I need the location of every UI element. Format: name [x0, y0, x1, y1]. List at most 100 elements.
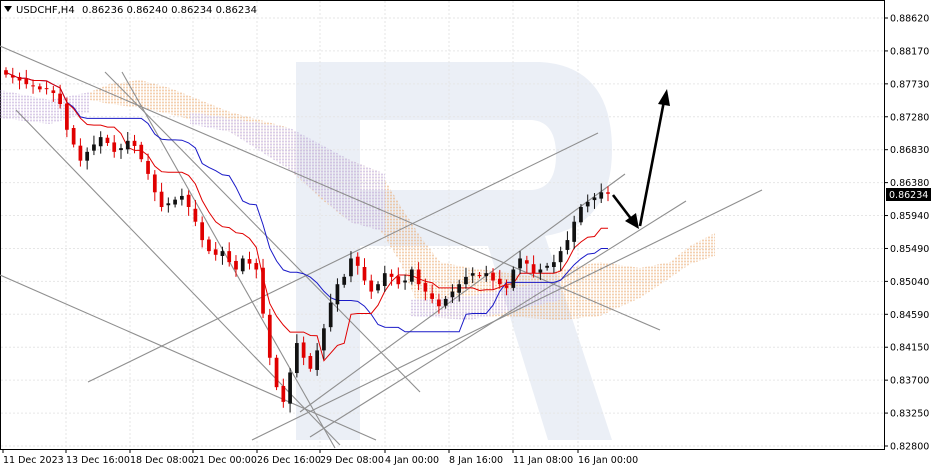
- symbol-label: USDCHF,H4: [16, 5, 75, 16]
- candle: [362, 258, 367, 285]
- candle-body: [511, 269, 516, 288]
- candle-body: [504, 285, 509, 288]
- plot-area: [0, 0, 885, 450]
- candle-body: [78, 145, 83, 161]
- candle-body: [342, 276, 347, 285]
- chart-header: USDCHF,H4 0.86236 0.86240 0.86234 0.8623…: [4, 5, 257, 16]
- candle: [552, 254, 556, 273]
- y-tick-label: 0.85490: [890, 244, 929, 255]
- candle: [396, 267, 401, 289]
- candle-body: [105, 137, 110, 144]
- candle-body: [220, 251, 225, 256]
- candle-body: [423, 283, 428, 292]
- candle: [139, 141, 144, 163]
- candle: [105, 134, 110, 146]
- candle-body: [403, 280, 407, 283]
- cloud-area-bearish: [410, 282, 560, 320]
- candle-body: [267, 314, 272, 358]
- candle: [247, 251, 252, 270]
- ohlc-values: 0.86236 0.86240 0.86234 0.86234: [82, 5, 257, 16]
- candles: [4, 67, 610, 413]
- candle-body: [355, 256, 360, 266]
- y-tick-label: 0.86380: [890, 178, 929, 189]
- tenkan-line: [5, 71, 608, 362]
- candle: [504, 279, 509, 296]
- candle-body: [558, 251, 563, 263]
- x-tick-label: 29 Dec 08:00: [320, 455, 384, 466]
- candle-body: [159, 191, 164, 207]
- candle-body: [193, 208, 198, 222]
- trendline: [299, 173, 626, 413]
- candle-body: [17, 76, 22, 81]
- candle: [464, 268, 468, 289]
- x-tick-label: 4 Jan 00:00: [385, 455, 439, 466]
- watermark-logo: [296, 62, 612, 440]
- candle-body: [565, 240, 570, 250]
- candle: [531, 255, 536, 278]
- candle: [606, 186, 610, 202]
- candle-body: [234, 260, 238, 270]
- candle-body: [545, 265, 549, 268]
- candle-body: [139, 144, 144, 160]
- candle: [193, 199, 198, 227]
- candle: [545, 262, 549, 271]
- trendline: [251, 189, 763, 441]
- x-tick-label: 18 Dec 08:00: [130, 455, 194, 466]
- candle: [369, 274, 374, 299]
- candle: [579, 204, 583, 226]
- candle-body: [85, 151, 90, 161]
- trendline: [104, 71, 421, 393]
- x-tick-label: 13 Dec 16:00: [66, 455, 130, 466]
- grid: [1, 1, 884, 449]
- candle: [457, 279, 462, 302]
- candle: [511, 266, 516, 291]
- candle: [322, 323, 326, 360]
- candle: [477, 272, 482, 279]
- last-price-label: 0.86234: [889, 190, 928, 201]
- x-tick-label: 21 Dec 00:00: [193, 455, 257, 466]
- x-tick-label: 11 Dec 2023: [3, 455, 64, 466]
- candle: [261, 258, 265, 319]
- y-tick-label: 0.85040: [890, 277, 929, 288]
- candle: [470, 267, 475, 284]
- dropdown-triangle-icon[interactable]: [4, 6, 12, 12]
- cloud-area-bearish: [190, 112, 385, 232]
- kijun-line: [5, 71, 608, 333]
- x-tick-label: 11 Jan 08:00: [513, 455, 573, 466]
- y-tick-label: 0.83700: [890, 376, 929, 387]
- candle-body: [200, 222, 205, 241]
- candle: [409, 266, 414, 285]
- candle-body: [328, 302, 333, 328]
- candle-body: [382, 273, 387, 286]
- candle: [78, 138, 83, 167]
- x-tick-label: 8 Jan 16:00: [449, 455, 503, 466]
- candle-body: [125, 140, 130, 150]
- candle: [484, 265, 489, 282]
- candle-body: [180, 195, 184, 200]
- trendline: [309, 200, 687, 438]
- candle-body: [152, 174, 157, 193]
- candle-body: [369, 280, 374, 292]
- candle-body: [4, 70, 8, 75]
- candle: [301, 336, 306, 366]
- candle-body: [240, 258, 245, 272]
- candle: [146, 153, 150, 180]
- candle: [152, 170, 157, 202]
- candle-body: [71, 128, 76, 145]
- candle-body: [31, 85, 35, 87]
- y-tick-label: 0.82800: [890, 442, 929, 453]
- time-axis[interactable]: 11 Dec 2023 13 Dec 16:00 18 Dec 08:00 21 De…: [2, 449, 638, 466]
- candle-body: [146, 160, 150, 174]
- candle: [166, 197, 171, 213]
- candle-body: [579, 206, 583, 223]
- candle: [491, 268, 495, 290]
- candle-body: [213, 249, 218, 255]
- candle: [592, 193, 597, 209]
- candle: [85, 147, 90, 170]
- candle: [403, 274, 407, 290]
- candle: [335, 278, 340, 312]
- candle-body: [389, 273, 394, 277]
- price-axis[interactable]: 0.88620 0.88170 0.87730 0.87280 0.86830 0.863…: [884, 14, 929, 453]
- candle: [17, 72, 22, 90]
